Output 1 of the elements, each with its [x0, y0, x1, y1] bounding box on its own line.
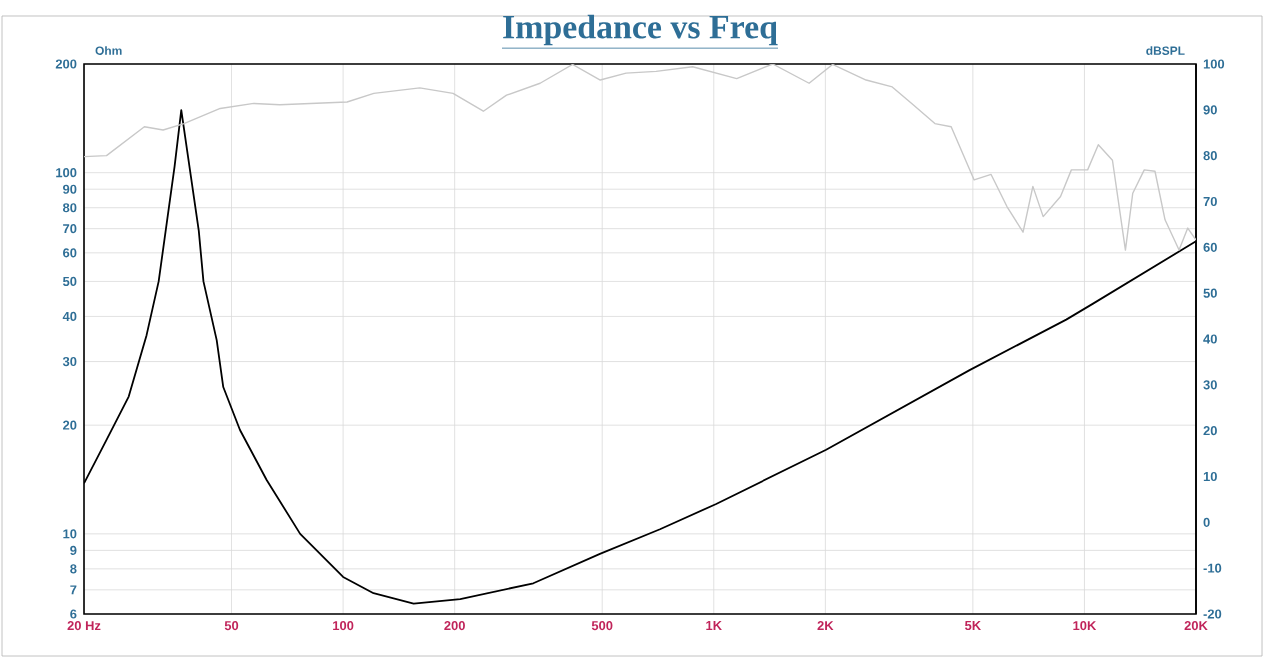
chart-title: Impedance vs Freq [503, 14, 778, 46]
